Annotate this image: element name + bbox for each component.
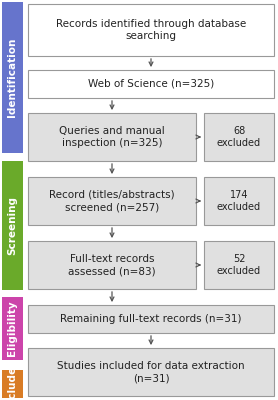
Text: Records identified through database
searching: Records identified through database sear… — [56, 19, 246, 41]
Text: Included: Included — [8, 359, 18, 400]
FancyBboxPatch shape — [28, 241, 196, 289]
Text: 52
excluded: 52 excluded — [217, 254, 261, 276]
FancyBboxPatch shape — [2, 161, 23, 290]
Text: Remaining full-text records (n=31): Remaining full-text records (n=31) — [60, 314, 242, 324]
Text: Identification: Identification — [8, 38, 18, 117]
FancyBboxPatch shape — [2, 297, 23, 360]
FancyBboxPatch shape — [28, 70, 274, 98]
Text: Record (titles/abstracts)
screened (n=257): Record (titles/abstracts) screened (n=25… — [49, 190, 175, 212]
Text: Studies included for data extraction
(n=31): Studies included for data extraction (n=… — [57, 361, 245, 383]
Text: Eligibility: Eligibility — [8, 301, 18, 356]
Text: Web of Science (n=325): Web of Science (n=325) — [88, 79, 214, 89]
FancyBboxPatch shape — [2, 2, 23, 153]
FancyBboxPatch shape — [28, 348, 274, 396]
Text: Queries and manual
inspection (n=325): Queries and manual inspection (n=325) — [59, 126, 165, 148]
FancyBboxPatch shape — [28, 177, 196, 225]
Text: 68
excluded: 68 excluded — [217, 126, 261, 148]
FancyBboxPatch shape — [2, 370, 23, 398]
FancyBboxPatch shape — [204, 241, 274, 289]
Text: 174
excluded: 174 excluded — [217, 190, 261, 212]
Text: Full-text records
assessed (n=83): Full-text records assessed (n=83) — [68, 254, 156, 276]
Text: Screening: Screening — [8, 196, 18, 255]
FancyBboxPatch shape — [28, 305, 274, 333]
FancyBboxPatch shape — [28, 113, 196, 161]
FancyBboxPatch shape — [204, 113, 274, 161]
FancyBboxPatch shape — [28, 4, 274, 56]
FancyBboxPatch shape — [204, 177, 274, 225]
